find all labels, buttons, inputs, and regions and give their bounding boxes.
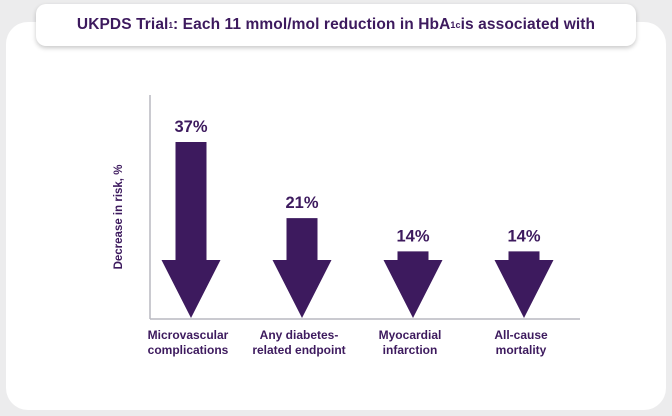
x-tick-label: related endpoint — [252, 343, 345, 357]
bar-arrow — [161, 142, 221, 318]
x-tick-label: All-cause — [494, 328, 548, 342]
data-label: 37% — [174, 118, 207, 136]
x-tick-label: Microvascular — [148, 328, 229, 342]
x-tick-label: complications — [148, 343, 229, 357]
bar-arrow — [494, 251, 554, 318]
data-label: 21% — [285, 194, 318, 212]
x-tick-label: infarction — [383, 343, 438, 357]
title-middle: : Each 11 mmol/mol reduction in HbA — [173, 16, 451, 33]
title-prefix: UKPDS Trial — [76, 16, 169, 33]
chart-card — [6, 22, 666, 410]
data-label: 14% — [507, 227, 540, 245]
x-tick-label: Myocardial — [379, 328, 442, 342]
title-suffix: is associated with — [460, 16, 596, 33]
bar-arrow — [383, 251, 443, 318]
title-subscript: 1c — [450, 20, 461, 30]
bar-arrow — [272, 218, 332, 318]
title-footnote-ref: 1 — [168, 20, 174, 30]
data-label: 14% — [396, 227, 429, 245]
x-tick-label: mortality — [496, 343, 547, 357]
x-tick-label: Any diabetes- — [260, 328, 339, 342]
chart-title: UKPDS Trial 1: Each 11 mmol/mol reduction… — [36, 4, 636, 46]
y-axis-label: Decrease in risk, % — [113, 165, 125, 270]
